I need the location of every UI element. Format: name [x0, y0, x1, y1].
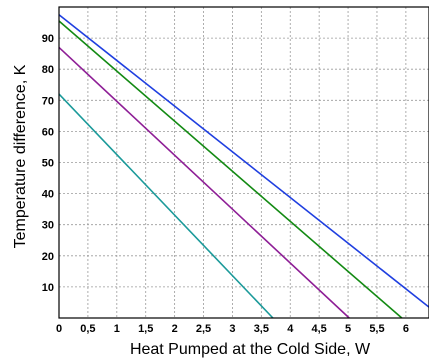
- x-tick-label: 4,5: [312, 323, 327, 335]
- y-tick-label: 30: [42, 220, 54, 232]
- x-tick-label: 5,5: [369, 323, 384, 335]
- series-lines: [58, 14, 429, 319]
- y-tick-label: 20: [42, 251, 54, 263]
- y-tick-label: 70: [42, 95, 54, 107]
- grid: [59, 7, 429, 318]
- x-tick-label: 3,5: [254, 323, 269, 335]
- x-tick-label: 0: [56, 323, 62, 335]
- y-tick-label: 90: [42, 33, 54, 45]
- y-tick-label: 40: [42, 189, 54, 201]
- y-tick-label: 80: [42, 64, 54, 76]
- x-tick-label: 4: [287, 323, 294, 335]
- x-tick-label: 3: [229, 323, 235, 335]
- x-axis-title: Heat Pumped at the Cold Side, W: [130, 341, 371, 358]
- x-tick-label: 0,5: [80, 323, 95, 335]
- y-tick-label: 60: [42, 126, 54, 138]
- x-tick-label: 2,5: [196, 323, 211, 335]
- series-line-4: [58, 93, 274, 319]
- series-line-3: [58, 46, 350, 319]
- y-tick-label: 10: [42, 282, 54, 294]
- plot-frame: [58, 6, 429, 319]
- x-tick-label: 6: [403, 323, 409, 335]
- y-tick-label: 50: [42, 158, 54, 170]
- x-tick-label: 5: [345, 323, 351, 335]
- series-line-1: [58, 14, 429, 308]
- series-line-2: [58, 20, 403, 319]
- y-axis-title: Temperature difference, K: [12, 64, 29, 248]
- x-tick-label: 1: [114, 323, 120, 335]
- x-tick-label: 2: [172, 323, 178, 335]
- x-tick-labels: 0 0,5 1 1,5 2 2,5 3 3,5 4 4,5 5 5,5 6: [56, 323, 409, 335]
- x-tick-label: 1,5: [138, 323, 153, 335]
- y-tick-labels: 10 20 30 40 50 60 70 80 90: [42, 33, 54, 294]
